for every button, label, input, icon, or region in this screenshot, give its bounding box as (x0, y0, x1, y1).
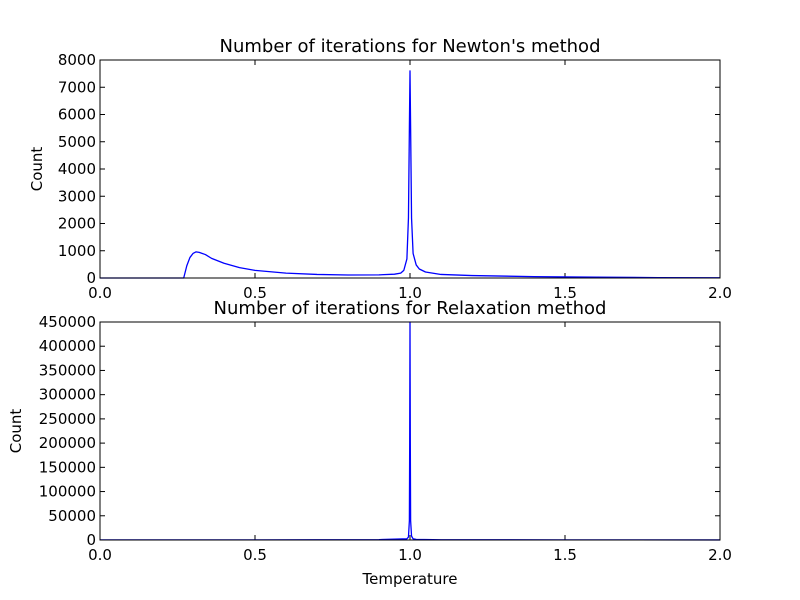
relaxation-x-tick-label: 1.0 (398, 546, 422, 564)
newton-y-tick-label: 1000 (58, 242, 96, 260)
relaxation-chart-title: Number of iterations for Relaxation meth… (214, 298, 607, 319)
newton-x-tick-label: 0.5 (243, 284, 267, 302)
newton-x-tick-label: 1.5 (553, 284, 577, 302)
relaxation-y-tick-label: 400000 (39, 337, 96, 355)
newton-chart-title: Number of iterations for Newton's method (219, 36, 600, 57)
relaxation-subplot: Number of iterations for Relaxation meth… (7, 298, 732, 588)
relaxation-x-axis-label: Temperature (361, 570, 457, 588)
relaxation-x-tick-label: 0.0 (88, 546, 112, 564)
relaxation-y-tick-label: 350000 (39, 361, 96, 379)
newton-y-tick-label: 2000 (58, 215, 96, 233)
newton-y-tick-label: 4000 (58, 160, 96, 178)
relaxation-x-tick-label: 1.5 (553, 546, 577, 564)
newton-series (100, 70, 721, 279)
relaxation-y-tick-label: 100000 (39, 483, 96, 501)
newton-y-tick-label: 0 (86, 269, 96, 287)
newton-y-tick-label: 7000 (58, 78, 96, 96)
relaxation-y-tick-label: 450000 (39, 313, 96, 331)
newton-y-tick-label: 6000 (58, 106, 96, 124)
newton-ticks: 0.0 0.5 1.0 1.5 2.0 0 1000 2000 3000 4000 5000 6000… (58, 51, 732, 302)
relaxation-ticks: 0.0 0.5 1.0 1.5 2.0 0 50000 100000 150000 200000 2… (39, 313, 732, 564)
relaxation-series (99, 321, 721, 541)
relaxation-y-tick-label: 250000 (39, 410, 96, 428)
relaxation-series-line (99, 321, 721, 541)
newton-y-axis-label: Count (28, 147, 46, 192)
newton-subplot: Number of iterations for Newton's method… (28, 36, 732, 302)
relaxation-y-tick-label: 150000 (39, 458, 96, 476)
newton-series-line (100, 70, 721, 279)
newton-x-tick-label: 2.0 (708, 284, 732, 302)
relaxation-y-tick-label: 0 (86, 531, 96, 549)
relaxation-x-tick-label: 0.5 (243, 546, 267, 564)
newton-x-tick-label: 0.0 (88, 284, 112, 302)
relaxation-y-tick-label: 200000 (39, 434, 96, 452)
newton-x-tick-label: 1.0 (398, 284, 422, 302)
relaxation-y-tick-label: 50000 (48, 507, 96, 525)
newton-y-tick-label: 8000 (58, 51, 96, 69)
newton-plot-frame (99, 59, 721, 279)
relaxation-x-tick-label: 2.0 (708, 546, 732, 564)
relaxation-plot-frame (99, 321, 721, 541)
relaxation-y-axis-label: Count (7, 409, 25, 454)
relaxation-y-tick-label: 300000 (39, 386, 96, 404)
newton-y-tick-label: 5000 (58, 133, 96, 151)
newton-y-tick-label: 3000 (58, 187, 96, 205)
